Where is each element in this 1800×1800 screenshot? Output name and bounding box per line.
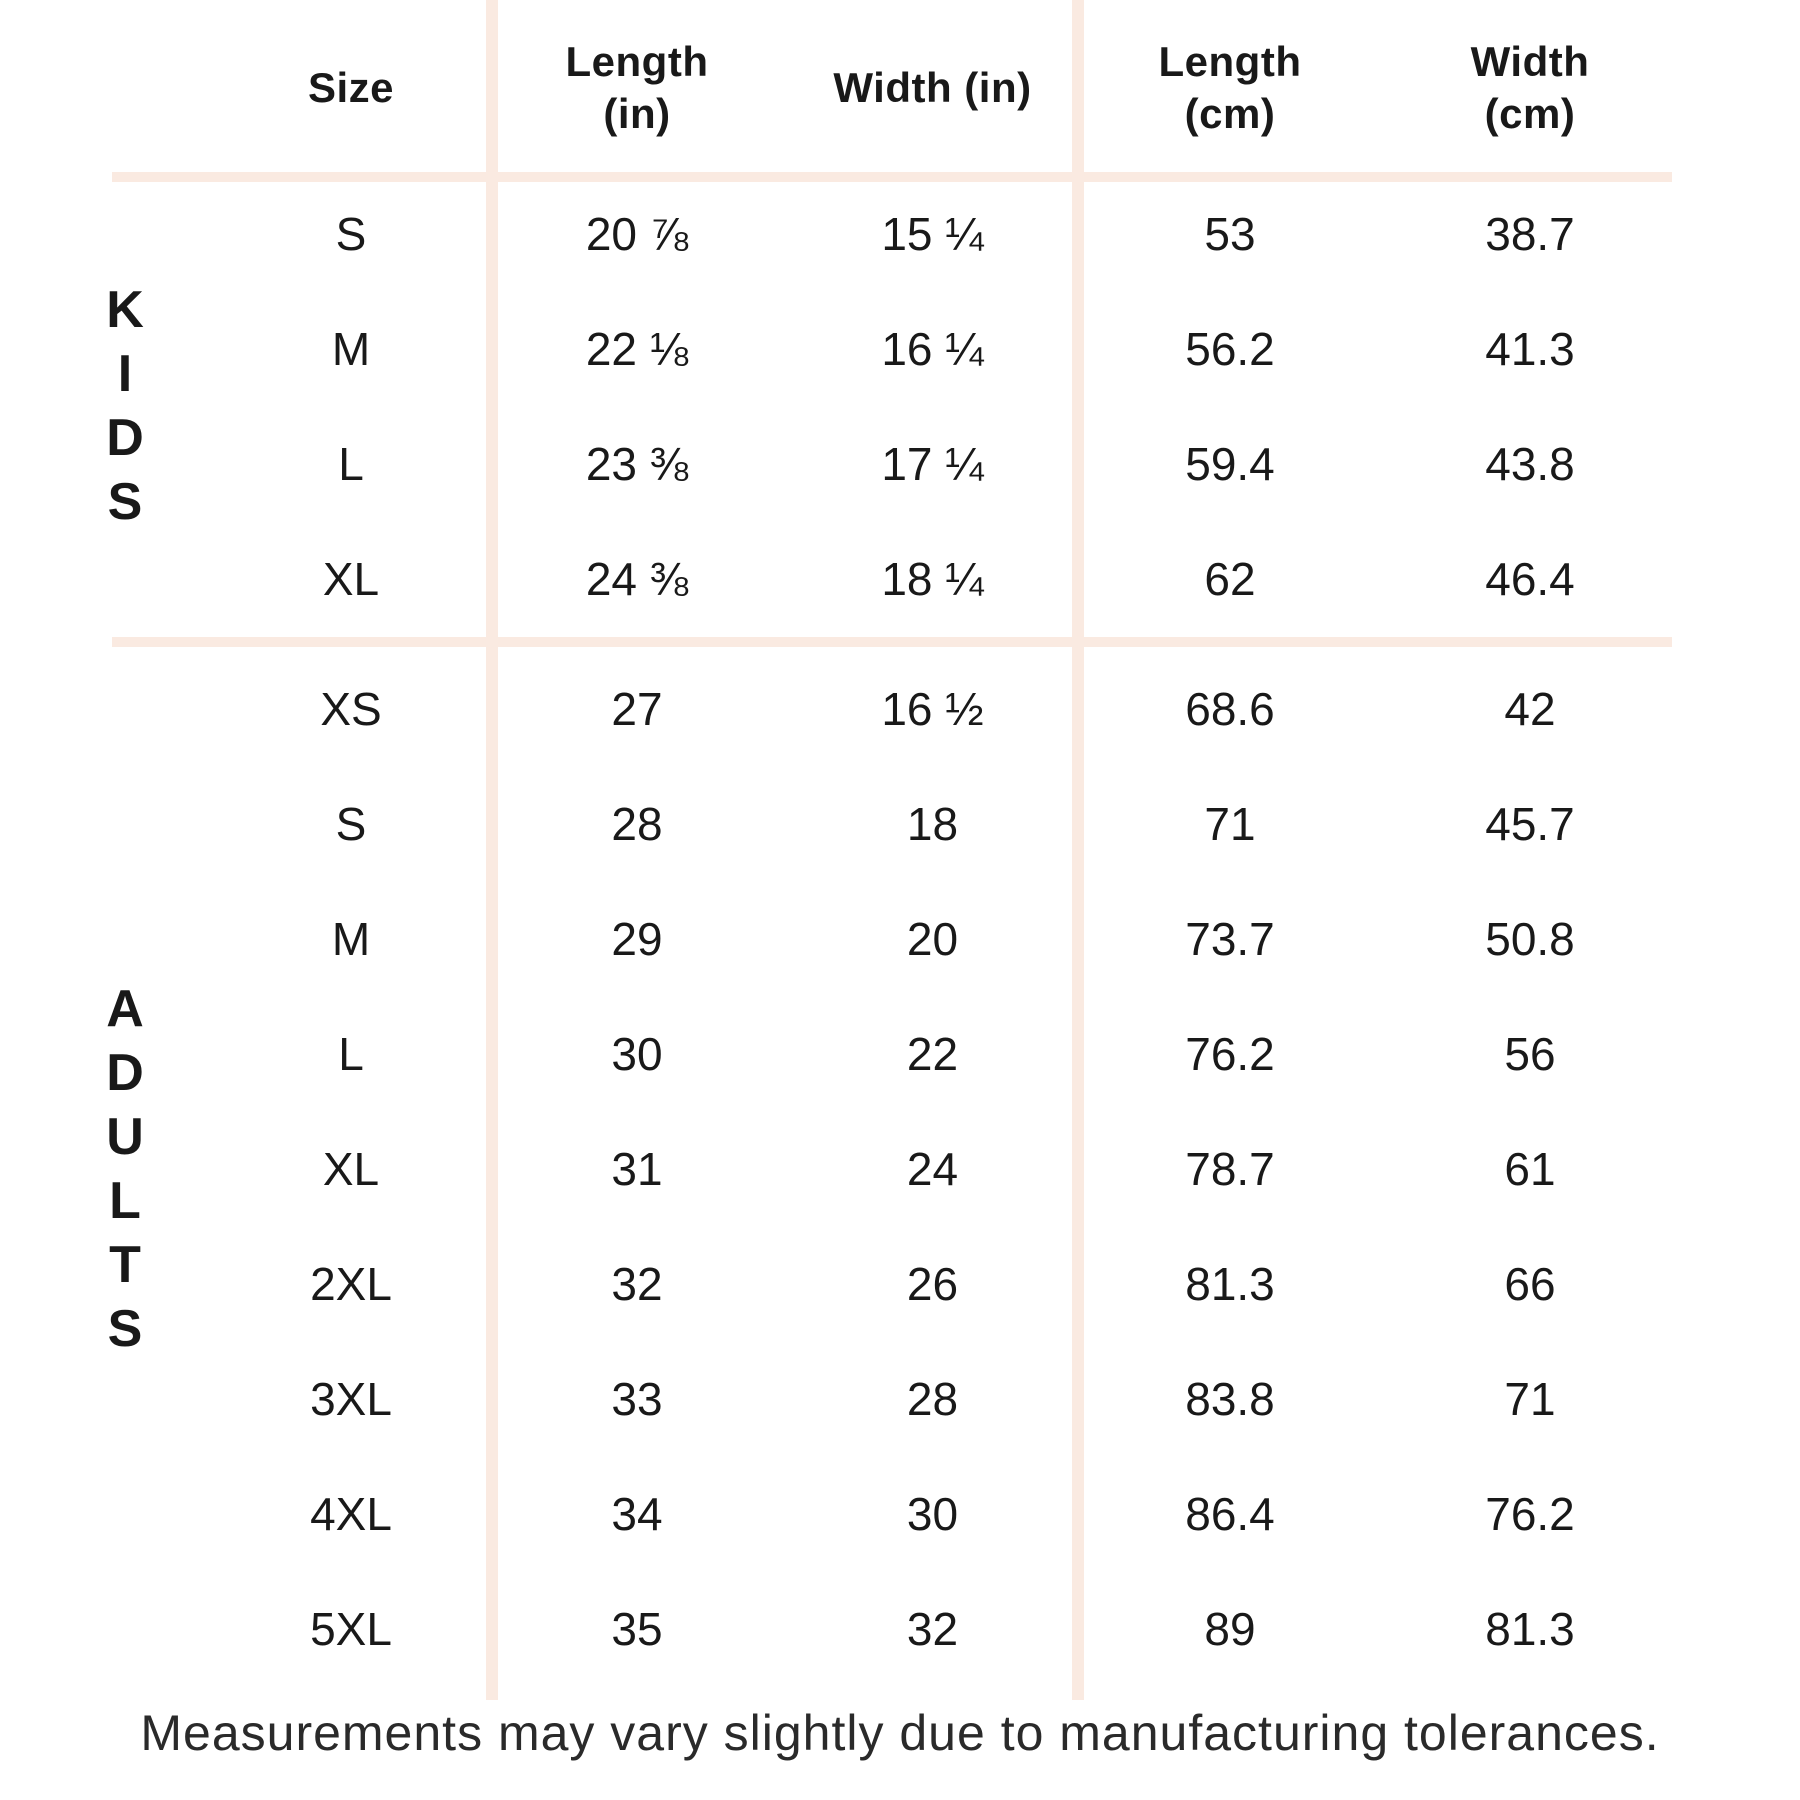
cell-width-in: 22 [906, 1027, 959, 1080]
cell-length-in: 29 [611, 912, 663, 965]
size-table: Size Length (in) Width (in) Length (cm) … [40, 0, 1683, 1686]
cell-length-cm: 78.7 [1185, 1142, 1275, 1195]
cell-length-cm: 56.2 [1185, 322, 1275, 375]
kids-adults-divider [112, 637, 1672, 647]
cell-length-cm: 73.7 [1185, 912, 1275, 965]
cell-size: XL [322, 1142, 380, 1195]
cell-width-cm: 41.3 [1485, 322, 1575, 375]
cell-width-cm: 45.7 [1485, 797, 1575, 850]
cell-length-cm: 81.3 [1185, 1257, 1275, 1310]
cell-length-in: 23 ⅜ [585, 437, 689, 490]
cell-width-cm: 76.2 [1485, 1487, 1575, 1540]
cell-size: 2XL [310, 1257, 392, 1310]
cell-length-cm: 68.6 [1185, 682, 1275, 735]
cell-length-cm: 53 [1204, 207, 1256, 260]
cell-width-cm: 46.4 [1485, 552, 1575, 605]
cell-width-in: 30 [906, 1487, 959, 1540]
cell-width-cm: 61 [1504, 1142, 1556, 1195]
cell-length-cm: 71 [1204, 797, 1256, 850]
cell-width-in: 18 [906, 797, 959, 850]
cell-width-in: 26 [906, 1257, 959, 1310]
group-label-kids: K I D S [106, 281, 144, 531]
footer-note: Measurements may vary slightly due to ma… [140, 1705, 1660, 1761]
cell-length-cm: 62 [1204, 552, 1256, 605]
cell-width-cm: 71 [1504, 1372, 1556, 1425]
cell-size: L [338, 437, 364, 490]
cell-width-cm: 66 [1504, 1257, 1556, 1310]
cell-width-cm: 38.7 [1485, 207, 1575, 260]
cell-width-in: 15 ¼ [881, 207, 984, 260]
cell-width-cm: 42 [1504, 682, 1556, 735]
cell-size: 3XL [310, 1372, 392, 1425]
cell-length-in: 30 [611, 1027, 663, 1080]
cell-width-in: 17 ¼ [881, 437, 984, 490]
cell-width-cm: 56 [1504, 1027, 1556, 1080]
cell-length-cm: 59.4 [1185, 437, 1275, 490]
cell-length-in: 31 [611, 1142, 663, 1195]
header-divider [112, 172, 1672, 182]
column-divider-right [1072, 0, 1084, 1700]
cell-width-in: 32 [906, 1602, 959, 1655]
cell-length-in: 35 [611, 1602, 663, 1655]
cell-size: XL [322, 552, 380, 605]
cell-width-in: 18 ¼ [881, 552, 984, 605]
header-size: Size [307, 63, 395, 111]
header-width-cm: Width (cm) [1470, 37, 1590, 138]
group-label-adults: A D U L T S [106, 979, 144, 1358]
cell-length-in: 32 [611, 1257, 663, 1310]
cell-length-cm: 89 [1204, 1602, 1256, 1655]
cell-width-in: 16 ¼ [881, 322, 984, 375]
column-divider-left [486, 0, 498, 1700]
cell-length-in: 27 [611, 682, 663, 735]
header-length-in: Length (in) [565, 37, 709, 138]
cell-width-in: 16 ½ [881, 682, 984, 735]
cell-size: M [331, 912, 371, 965]
cell-length-in: 28 [611, 797, 663, 850]
cell-size: S [335, 207, 367, 260]
header-length-cm: Length (cm) [1158, 37, 1302, 138]
cell-width-cm: 50.8 [1485, 912, 1575, 965]
cell-length-cm: 76.2 [1185, 1027, 1275, 1080]
cell-size: 4XL [310, 1487, 392, 1540]
cell-size: XS [320, 682, 382, 735]
header-width-in: Width (in) [833, 63, 1032, 111]
cell-length-in: 24 ⅜ [585, 552, 689, 605]
cell-width-cm: 43.8 [1485, 437, 1575, 490]
cell-length-in: 33 [611, 1372, 663, 1425]
cell-length-in: 34 [611, 1487, 663, 1540]
cell-length-in: 20 ⅞ [585, 207, 689, 260]
cell-width-cm: 81.3 [1485, 1602, 1575, 1655]
cell-width-in: 24 [906, 1142, 959, 1195]
cell-width-in: 20 [906, 912, 959, 965]
cell-size: S [335, 797, 367, 850]
cell-size: M [331, 322, 371, 375]
cell-length-in: 22 ⅛ [585, 322, 689, 375]
cell-width-in: 28 [906, 1372, 959, 1425]
cell-size: L [338, 1027, 364, 1080]
cell-length-cm: 83.8 [1185, 1372, 1275, 1425]
cell-length-cm: 86.4 [1185, 1487, 1275, 1540]
cell-size: 5XL [310, 1602, 392, 1655]
